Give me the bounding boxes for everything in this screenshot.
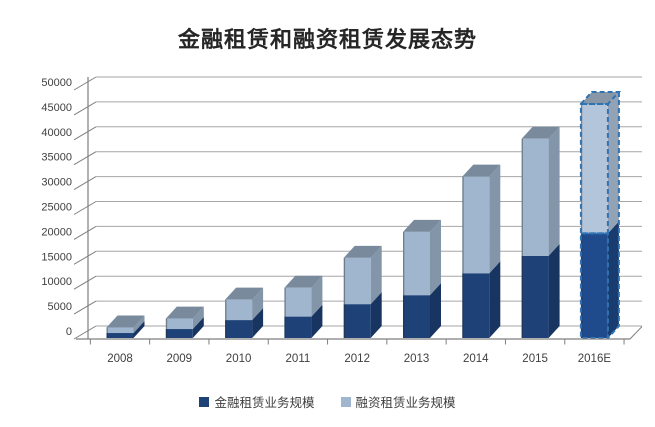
legend-item-finance-leasing: 融资租赁业务规模 bbox=[340, 392, 456, 411]
ytick-20000 bbox=[73, 225, 97, 240]
chart-title: 金融租赁和融资租赁发展态势 bbox=[177, 27, 477, 52]
bar-side-dark bbox=[370, 292, 382, 338]
estimated-outline-side bbox=[607, 91, 620, 339]
bar-segment-finance-leasing bbox=[284, 287, 312, 317]
floor-right-edge bbox=[629, 326, 643, 340]
bar-2015 bbox=[521, 126, 560, 338]
bar-segment-financial-leasing bbox=[521, 255, 549, 338]
bar-side-dark bbox=[430, 283, 441, 338]
bar-side-light bbox=[311, 275, 323, 317]
y-axis-label-35000: 35000 bbox=[41, 152, 72, 164]
x-axis-label-2012: 2012 bbox=[344, 353, 370, 365]
bar-top-face bbox=[106, 315, 145, 328]
bar-top-face bbox=[165, 306, 204, 319]
y-axis-label-10000: 10000 bbox=[41, 276, 72, 288]
legend-swatch-financial-leasing bbox=[199, 396, 210, 407]
bar-side-dark bbox=[252, 308, 264, 338]
bar-side-light bbox=[370, 245, 382, 305]
x-axis-label-2011: 2011 bbox=[286, 353, 311, 365]
bar-segment-financial-leasing bbox=[284, 316, 312, 338]
y-axis-label-50000: 50000 bbox=[41, 77, 72, 89]
bar-top-face bbox=[225, 287, 264, 300]
bar-side-light bbox=[548, 126, 560, 256]
bar-2013 bbox=[403, 219, 441, 338]
ytick-35000 bbox=[73, 151, 97, 166]
y-axis-label-45000: 45000 bbox=[41, 102, 72, 114]
bar-2016E bbox=[578, 90, 622, 339]
bar-segment-financial-leasing bbox=[225, 320, 253, 338]
bar-segment-financial-leasing bbox=[403, 295, 430, 338]
legend-swatch-finance-leasing bbox=[340, 396, 351, 407]
bar-2009 bbox=[165, 306, 204, 338]
y-axis-label-5000: 5000 bbox=[48, 301, 72, 313]
bar-segment-finance-leasing bbox=[165, 318, 193, 330]
y-axis-label-0: 0 bbox=[66, 326, 72, 338]
bar-2012 bbox=[343, 245, 382, 338]
bar-segment-finance-leasing bbox=[225, 299, 253, 321]
bar-segment-finance-leasing bbox=[521, 138, 549, 256]
ytick-25000 bbox=[73, 201, 97, 215]
ytick-5000 bbox=[73, 300, 97, 315]
bar-segment-finance-leasing bbox=[403, 231, 430, 296]
estimated-outline-light bbox=[579, 102, 609, 235]
y-axis-label-20000: 20000 bbox=[41, 226, 72, 238]
bar-top-face bbox=[284, 275, 323, 288]
bar-segment-finance-leasing bbox=[106, 327, 134, 334]
bar-side-dark bbox=[311, 304, 323, 338]
bar-segment-finance-leasing bbox=[580, 103, 608, 234]
bar-segment-finance-leasing bbox=[462, 176, 490, 274]
ytick-40000 bbox=[73, 126, 97, 141]
y-axis-label-40000: 40000 bbox=[41, 127, 72, 139]
bar-segment-financial-leasing bbox=[343, 304, 371, 338]
estimated-outline-dark bbox=[579, 232, 609, 339]
bar-side-dark bbox=[133, 321, 145, 338]
bar-segment-financial-leasing bbox=[580, 233, 608, 338]
bar-side-light bbox=[489, 164, 501, 274]
ytick-30000 bbox=[73, 176, 97, 191]
x-axis-label-2013: 2013 bbox=[404, 353, 430, 365]
x-axis-label-2015: 2015 bbox=[522, 353, 548, 365]
legend-label-finance-leasing: 融资租赁业务规模 bbox=[355, 396, 456, 410]
ytick-50000 bbox=[73, 76, 97, 91]
bar-side-light bbox=[192, 306, 204, 330]
x-axis-label-2010: 2010 bbox=[226, 353, 252, 365]
bar-side-dark bbox=[548, 243, 560, 338]
ytick-10000 bbox=[73, 275, 97, 290]
bar-side-dark bbox=[192, 317, 204, 338]
bar-side-light bbox=[133, 315, 145, 334]
x-axis-label-2008: 2008 bbox=[107, 353, 133, 365]
y-axis-label-25000: 25000 bbox=[41, 202, 72, 214]
ytick-0 bbox=[73, 325, 97, 340]
bar-segment-finance-leasing bbox=[343, 257, 371, 305]
bar-side-dark bbox=[489, 261, 501, 338]
bar-2014 bbox=[462, 164, 501, 338]
bar-top-face bbox=[403, 219, 441, 232]
bar-side-light bbox=[430, 219, 441, 296]
bar-segment-financial-leasing bbox=[165, 329, 193, 338]
chart-legend: 金融租赁业务规模 融资租赁业务规模 bbox=[0, 392, 655, 411]
bar-side-dark bbox=[607, 221, 619, 338]
bar-2008 bbox=[106, 315, 145, 338]
y-axis-label-30000: 30000 bbox=[41, 177, 72, 189]
bar-top-face bbox=[462, 164, 501, 177]
bar-2011 bbox=[284, 275, 323, 338]
bar-top-face bbox=[343, 245, 382, 258]
x-axis-label-2016E: 2016E bbox=[578, 353, 612, 365]
bar-side-light bbox=[252, 287, 264, 321]
legend-item-financial-leasing: 金融租赁业务规模 bbox=[199, 392, 315, 411]
y-axis-label-15000: 15000 bbox=[41, 251, 72, 263]
bar-segment-financial-leasing bbox=[106, 333, 134, 338]
ytick-15000 bbox=[73, 250, 97, 265]
bar-2010 bbox=[225, 287, 264, 338]
x-axis-label-2009: 2009 bbox=[167, 353, 193, 365]
bar-side-light bbox=[607, 91, 619, 234]
x-axis-label-2014: 2014 bbox=[463, 353, 489, 365]
legend-label-financial-leasing: 金融租赁业务规模 bbox=[214, 396, 315, 410]
ytick-45000 bbox=[73, 101, 97, 116]
bar-top-face bbox=[521, 126, 560, 139]
bar-segment-financial-leasing bbox=[462, 273, 490, 338]
